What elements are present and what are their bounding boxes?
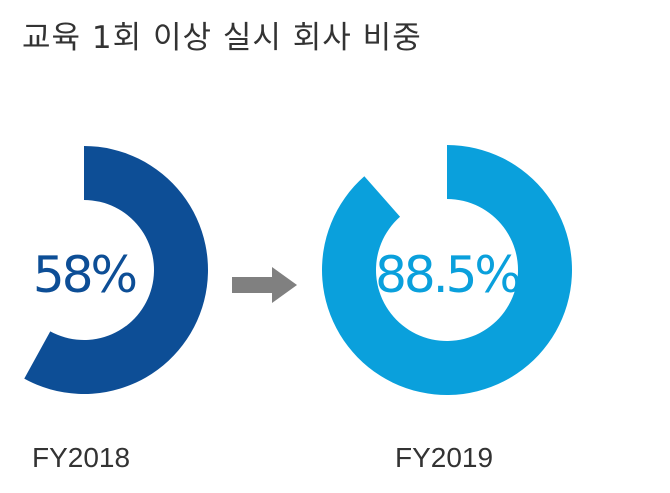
year-label-fy2019: FY2019 xyxy=(395,442,493,473)
percent-label-fy2018: 58% xyxy=(33,246,136,304)
arrow-head xyxy=(272,267,297,303)
chart-title: 교육 1회 이상 실시 회사 비중 xyxy=(22,20,422,56)
donut-ring-fy2018 xyxy=(24,146,209,394)
arrow-shaft xyxy=(232,277,274,293)
percent-label-fy2019: 88.5% xyxy=(375,246,519,304)
year-label-fy2018: FY2018 xyxy=(32,442,130,473)
right-arrow-icon xyxy=(232,267,297,303)
donut-ring-fy2019 xyxy=(322,145,572,395)
